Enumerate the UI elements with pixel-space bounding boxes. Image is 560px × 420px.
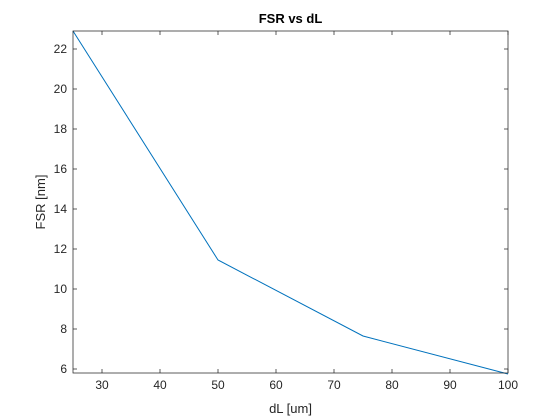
x-tick-label: 30 bbox=[95, 378, 109, 392]
x-tick-label: 60 bbox=[269, 378, 283, 392]
x-tick-label: 70 bbox=[327, 378, 341, 392]
x-tick-label: 50 bbox=[211, 378, 225, 392]
x-axis-ticks: 30 40 50 60 70 80 90 100 bbox=[95, 31, 518, 392]
y-tick-label: 16 bbox=[54, 162, 68, 176]
y-axis-label: FSR [nm] bbox=[33, 175, 48, 230]
series-layer bbox=[72, 30, 509, 375]
x-tick-label: 80 bbox=[385, 378, 399, 392]
y-axis-ticks: 6 8 10 12 14 16 18 20 22 bbox=[54, 42, 508, 376]
y-tick-label: 14 bbox=[54, 202, 68, 216]
x-tick-label: 40 bbox=[153, 378, 167, 392]
y-tick-label: 18 bbox=[54, 122, 68, 136]
y-tick-label: 22 bbox=[54, 42, 68, 56]
series-line bbox=[72, 30, 509, 375]
y-tick-label: 8 bbox=[60, 322, 67, 336]
y-tick-label: 20 bbox=[54, 82, 68, 96]
y-tick-label: 12 bbox=[54, 242, 68, 256]
plot-area bbox=[73, 31, 508, 373]
y-tick-label: 10 bbox=[54, 282, 68, 296]
plot-frame bbox=[72, 30, 509, 374]
y-tick-label: 6 bbox=[60, 362, 67, 376]
chart-title: FSR vs dL bbox=[259, 11, 323, 26]
x-tick-label: 100 bbox=[498, 378, 518, 392]
x-axis-label: dL [um] bbox=[269, 401, 312, 416]
x-tick-label: 90 bbox=[443, 378, 457, 392]
